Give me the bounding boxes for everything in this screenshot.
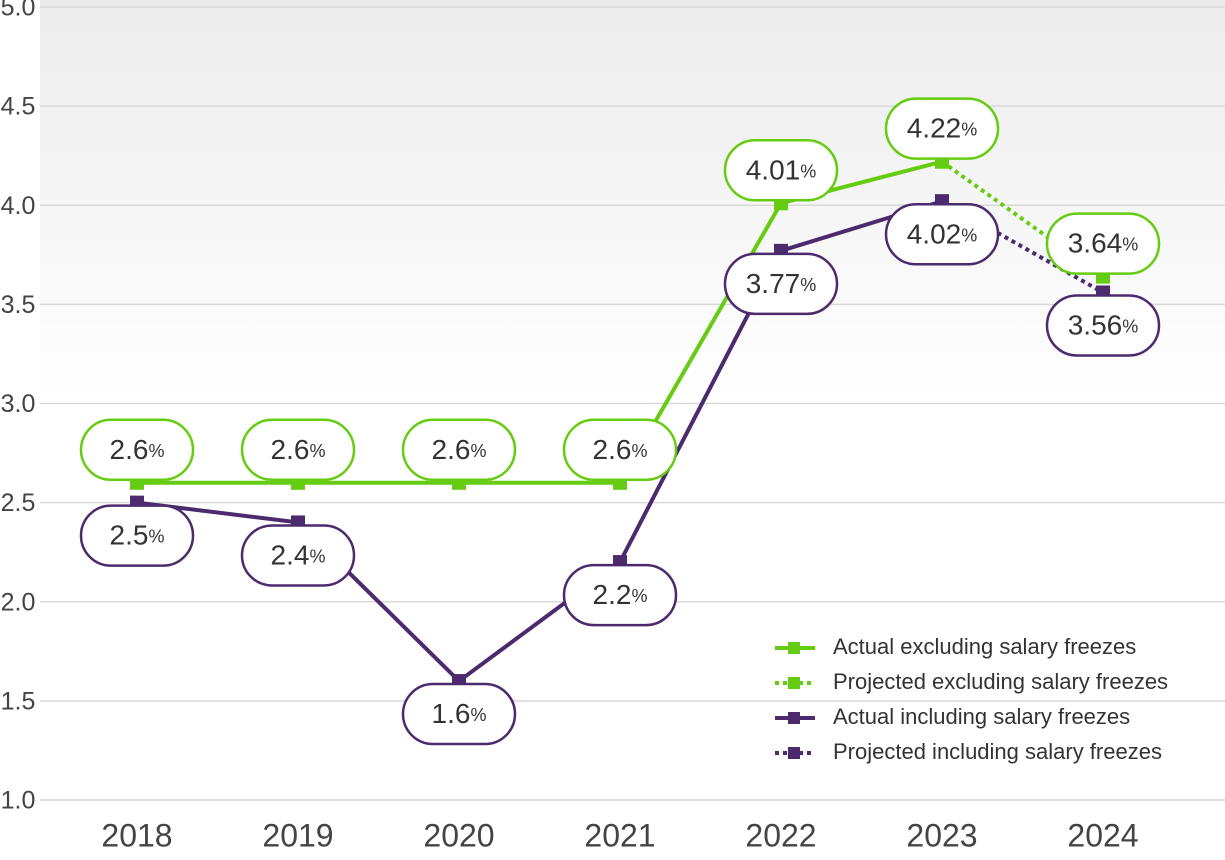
value-label: 2.6% — [593, 434, 648, 465]
y-tick-label: 4.0 — [1, 192, 36, 220]
value-label-box — [884, 97, 1000, 160]
value-label-box — [884, 203, 1000, 266]
value-label: 4.22% — [907, 113, 978, 144]
value-label: 2.5% — [110, 520, 165, 551]
value-label-box — [240, 524, 356, 587]
plot-background — [40, 0, 1225, 800]
legend-label: Projected excluding salary freezes — [833, 669, 1168, 694]
value-label-box — [562, 563, 678, 627]
legend-label: Actual including salary freezes — [833, 704, 1130, 729]
legend-marker — [788, 712, 800, 724]
legend-marker — [788, 747, 800, 759]
y-tick-label: 5.0 — [1, 0, 36, 22]
y-tick-label: 4.5 — [1, 93, 36, 121]
value-label: 2.4% — [271, 540, 326, 571]
y-tick-label: 2.0 — [1, 588, 36, 616]
x-tick-label: 2021 — [584, 817, 655, 853]
value-label-box — [79, 504, 195, 567]
legend-marker — [788, 677, 800, 689]
series-line — [136, 199, 943, 684]
value-label-box — [1045, 212, 1161, 275]
x-tick-label: 2020 — [423, 817, 494, 853]
value-label: 3.64% — [1068, 228, 1139, 259]
value-label-box — [240, 418, 356, 482]
value-label: 1.6% — [432, 698, 487, 729]
value-label: 4.02% — [907, 219, 978, 250]
value-label: 2.2% — [593, 579, 648, 610]
value-label-box — [401, 682, 517, 746]
value-label: 2.6% — [432, 434, 487, 465]
value-label-box — [79, 418, 195, 482]
legend-label: Projected including salary freezes — [833, 739, 1162, 764]
value-label-box — [562, 418, 678, 482]
value-label: 4.01% — [746, 155, 817, 186]
y-tick-label: 2.5 — [1, 489, 36, 517]
x-tick-label: 2023 — [906, 817, 977, 853]
value-label: 2.6% — [271, 434, 326, 465]
x-tick-label: 2022 — [745, 817, 816, 853]
y-tick-label: 1.0 — [1, 787, 36, 815]
value-label: 3.56% — [1068, 310, 1139, 341]
x-tick-label: 2019 — [262, 817, 333, 853]
x-tick-label: 2018 — [101, 817, 172, 853]
y-tick-label: 1.5 — [1, 687, 36, 715]
legend-label: Actual excluding salary freezes — [833, 634, 1136, 659]
legend-marker — [788, 642, 800, 654]
value-label: 2.6% — [110, 434, 165, 465]
value-label-box — [1045, 294, 1161, 357]
value-label-box — [401, 418, 517, 482]
value-label: 3.77% — [746, 268, 817, 299]
x-tick-label: 2024 — [1067, 817, 1138, 853]
value-label-box — [723, 252, 839, 316]
y-tick-label: 3.5 — [1, 291, 36, 319]
y-tick-label: 3.0 — [1, 390, 36, 418]
value-label-box — [723, 139, 839, 202]
series-line — [940, 160, 1105, 279]
series-line — [941, 199, 1104, 295]
